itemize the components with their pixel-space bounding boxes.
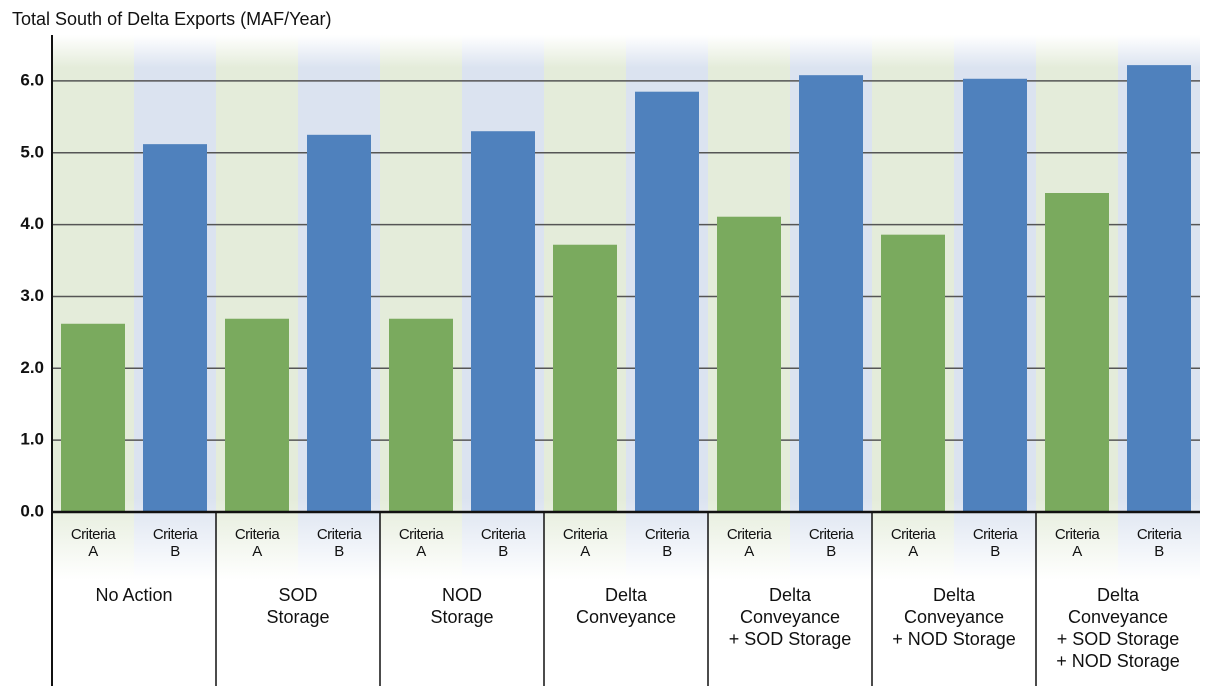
bar (963, 78, 1027, 512)
x-tick-label: Storage (266, 607, 330, 627)
y-tick-label: 4.0 (20, 214, 44, 233)
bar (471, 131, 535, 512)
x-tick-label: Conveyance (1067, 607, 1169, 627)
x-tick-label: SOD (278, 585, 318, 605)
bar (389, 318, 453, 512)
y-tick-label: 0.0 (20, 501, 44, 520)
series-label: Criteria A (1054, 526, 1100, 560)
series-label: Criteria B (808, 526, 854, 560)
y-tick-label: 6.0 (20, 70, 44, 89)
bar (225, 318, 289, 512)
series-label: Criteria A (562, 526, 608, 560)
bar (61, 323, 125, 512)
y-tick-label: 3.0 (20, 286, 44, 305)
y-tick-label: 1.0 (20, 430, 44, 449)
bar (799, 75, 863, 512)
bar (553, 244, 617, 513)
series-label: Criteria A (70, 526, 116, 560)
x-tick-label: No Action (95, 585, 173, 605)
x-tick-label: Delta (768, 585, 812, 605)
y-tick-label: 5.0 (20, 142, 44, 161)
x-tick-label: NOD (442, 585, 482, 605)
bar (307, 134, 371, 513)
chart-title: Total South of Delta Exports (MAF/Year) (12, 9, 331, 29)
x-tick-label: Delta (604, 585, 648, 605)
bar (881, 234, 945, 513)
x-tick-label: Storage (430, 607, 494, 627)
bar (1127, 65, 1191, 513)
series-label: Criteria B (152, 526, 198, 560)
series-label: Criteria B (644, 526, 690, 560)
bar (717, 216, 781, 512)
x-tick-label: + NOD Storage (892, 629, 1016, 649)
x-tick-label: + SOD Storage (1056, 629, 1180, 649)
x-tick-label: Delta (1096, 585, 1140, 605)
bar (143, 144, 207, 512)
x-tick-label: Conveyance (903, 607, 1005, 627)
series-label: Criteria B (316, 526, 362, 560)
bar (635, 91, 699, 512)
x-tick-label: Delta (932, 585, 976, 605)
y-tick-label: 2.0 (20, 358, 44, 377)
series-label: Criteria A (726, 526, 772, 560)
x-tick-label: Conveyance (575, 607, 677, 627)
series-label: Criteria B (480, 526, 526, 560)
series-label: Criteria A (234, 526, 280, 560)
x-tick-label: + NOD Storage (1056, 651, 1180, 671)
series-label: Criteria B (1136, 526, 1182, 560)
series-label: Criteria B (972, 526, 1018, 560)
series-label: Criteria A (398, 526, 444, 560)
series-label: Criteria A (890, 526, 936, 560)
x-tick-label: Conveyance (739, 607, 841, 627)
bar (1045, 193, 1109, 512)
x-tick-label: + SOD Storage (728, 629, 852, 649)
